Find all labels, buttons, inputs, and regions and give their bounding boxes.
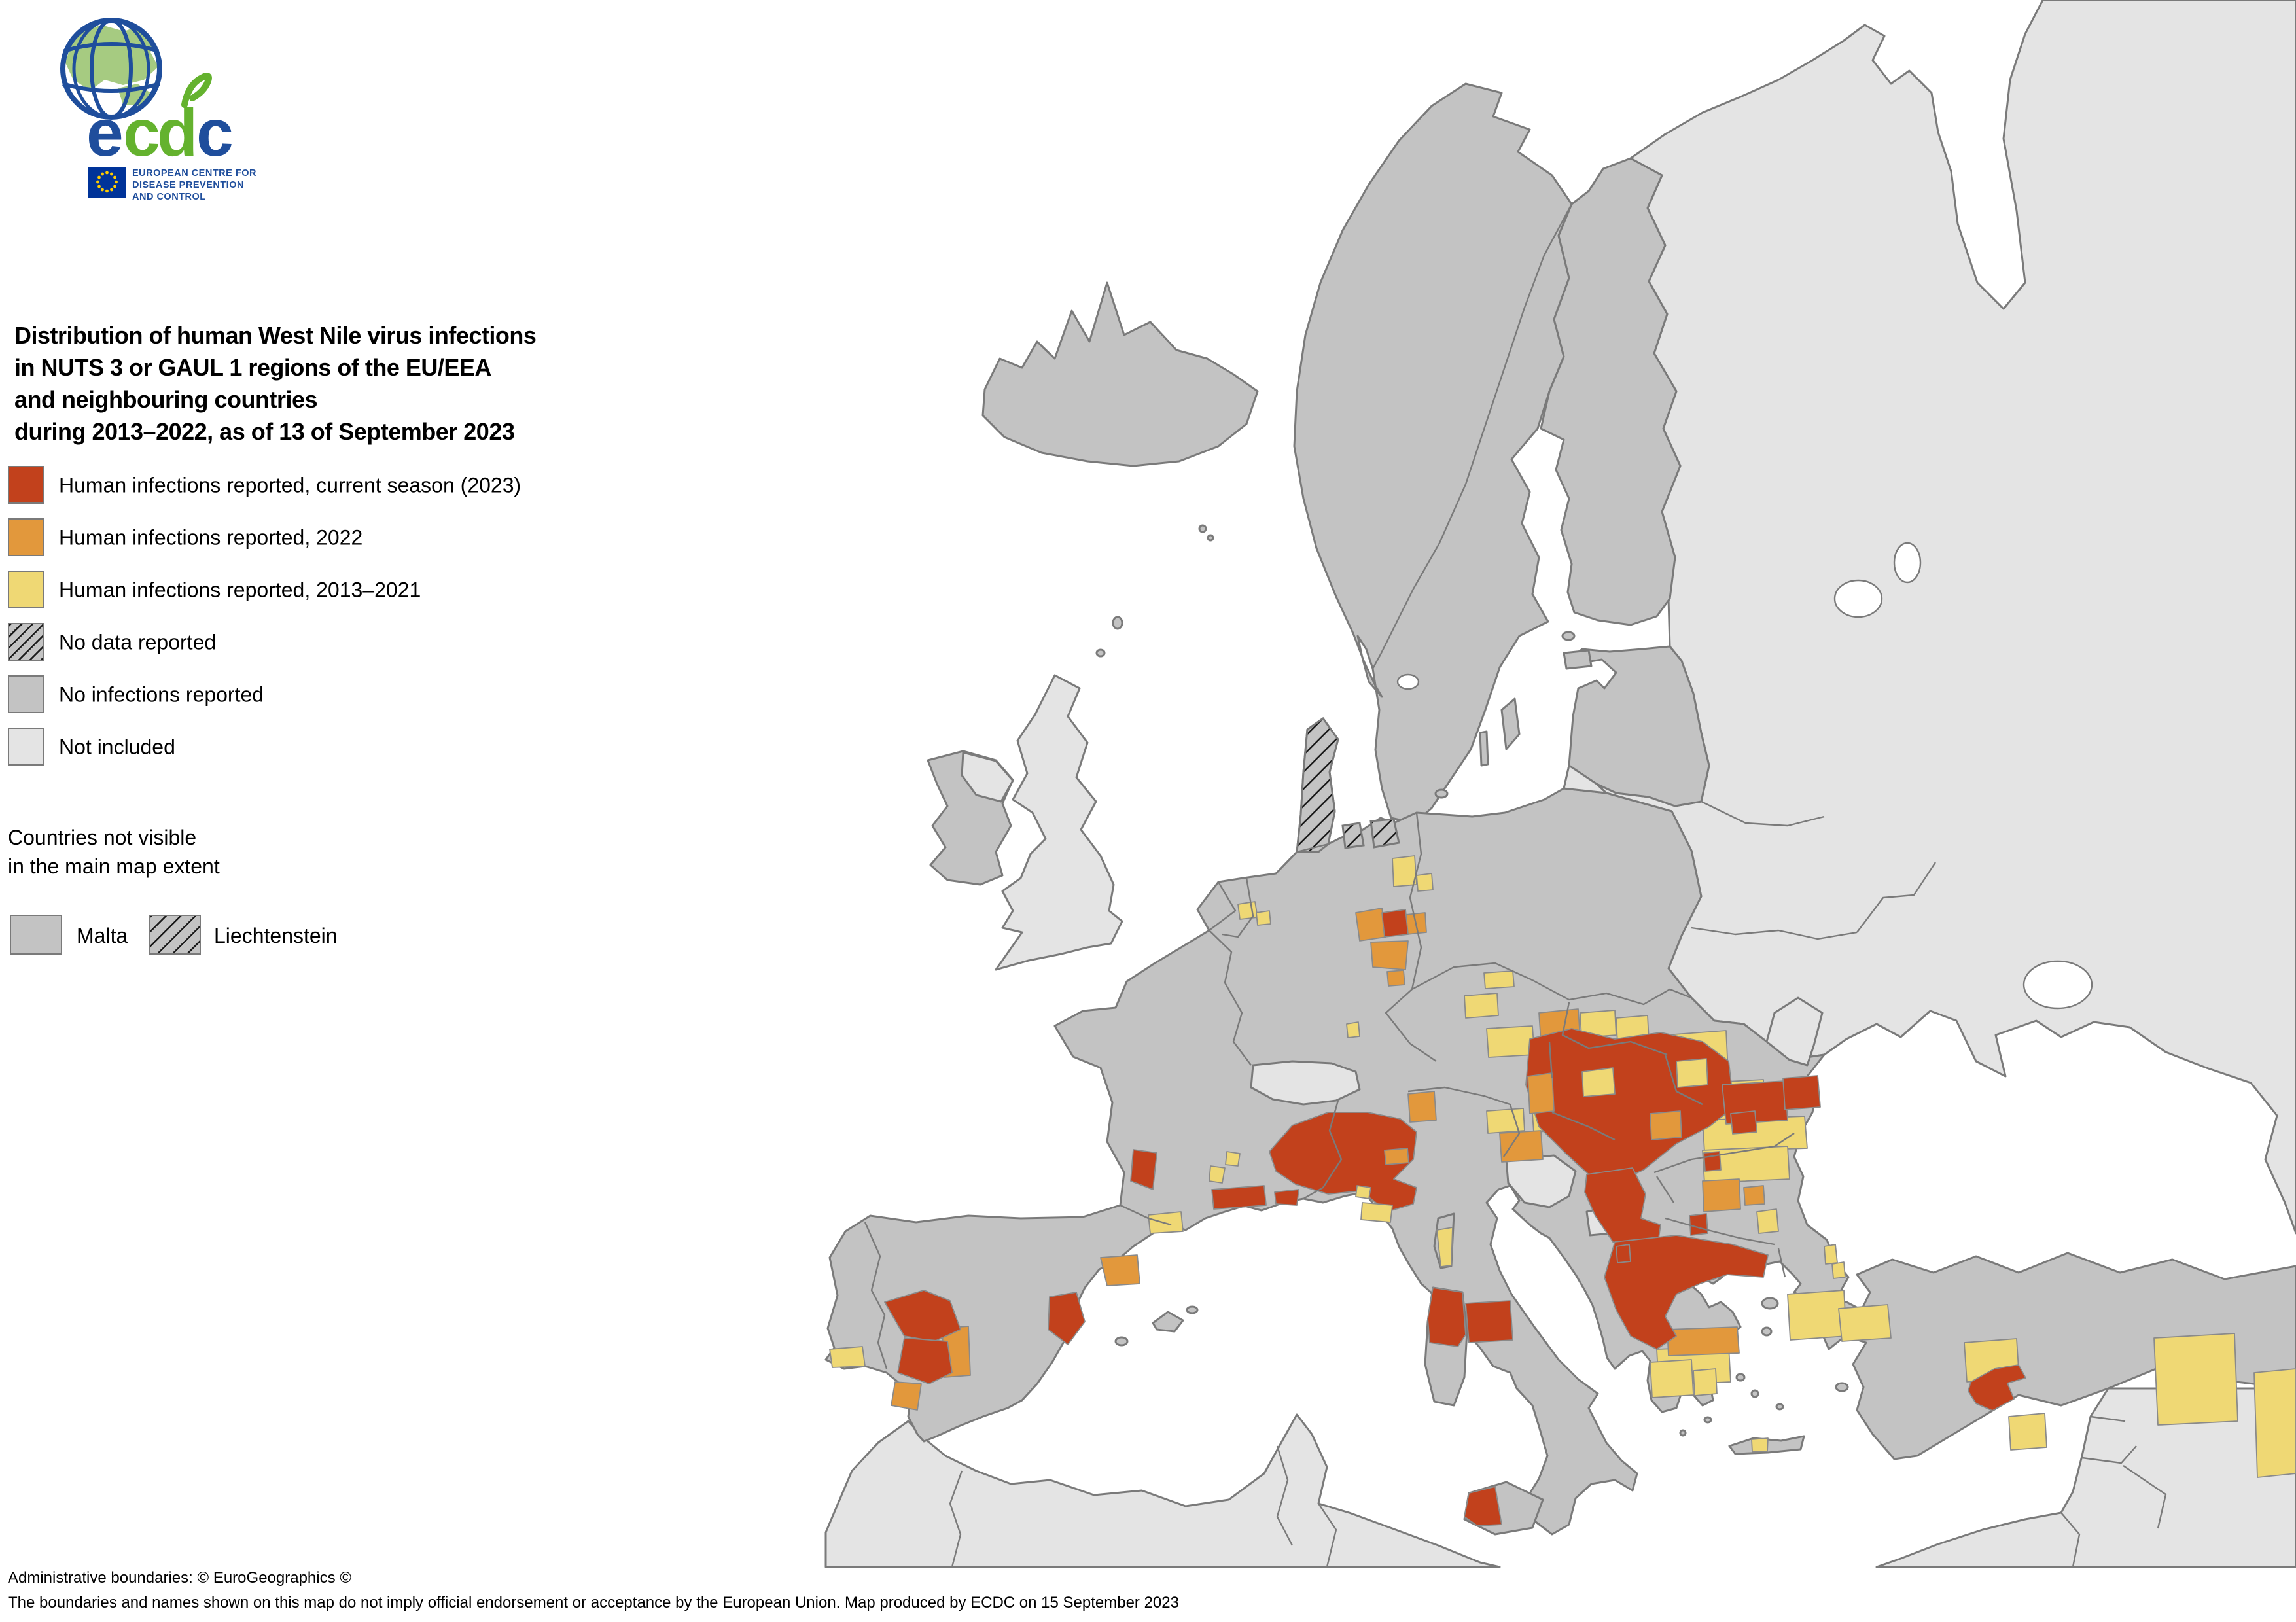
title-line: during 2013–2022, as of 13 of September … — [14, 418, 515, 445]
svg-text:d: d — [157, 96, 196, 170]
ecdc-globe-icon — [60, 18, 162, 120]
svg-text:DISEASE PREVENTION: DISEASE PREVENTION — [132, 180, 244, 190]
countries-not-visible-heading: in the main map extent — [8, 855, 220, 878]
map-title: Distribution of human West Nile virus in… — [14, 319, 537, 448]
title-line: and neighbouring countries — [14, 386, 318, 413]
legend-label: Not included — [59, 735, 175, 759]
liechtenstein-label: Liechtenstein — [214, 924, 338, 947]
map-not-included-overlays — [961, 674, 1824, 1237]
ecdc-logo: e c d c EUROPEAN CENTRE FOR DISEASE PREV… — [60, 18, 256, 202]
footer-attribution: Administrative boundaries: © EuroGeograp… — [8, 1569, 351, 1587]
legend-label: Human infections reported, 2013–2021 — [59, 578, 421, 602]
ecdc-sprout-icon — [181, 73, 212, 108]
malta-label: Malta — [77, 924, 128, 947]
map-region-details — [1355, 1058, 1708, 1223]
legend-label: Human infections reported, current seaso… — [59, 473, 521, 497]
legend-swatch-yellow — [8, 571, 44, 608]
map-regions-2022 — [891, 908, 1765, 1411]
legend-swatch-red — [8, 466, 44, 504]
map-denmark-hatched — [1296, 716, 1400, 853]
countries-not-visible: Countries not visible in the main map ex… — [8, 823, 338, 966]
title-line: in NUTS 3 or GAUL 1 regions of the EU/EE… — [14, 354, 491, 381]
countries-not-visible-heading: Countries not visible — [8, 826, 197, 849]
svg-text:EUROPEAN CENTRE FOR: EUROPEAN CENTRE FOR — [132, 168, 256, 179]
ecdc-wordmark: e c d c — [86, 96, 234, 170]
malta-swatch — [10, 915, 62, 955]
svg-text:c: c — [123, 96, 158, 170]
eu-flag-icon — [88, 167, 126, 198]
legend-label: No data reported — [59, 630, 217, 654]
ecdc-caption: EUROPEAN CENTRE FOR DISEASE PREVENTION A… — [132, 168, 256, 202]
legend-swatch-orange — [8, 518, 44, 556]
svg-text:e: e — [86, 96, 122, 170]
footer-disclaimer: The boundaries and names shown on this m… — [8, 1594, 1179, 1612]
legend-swatch-gray — [8, 675, 44, 713]
map-country-borders — [864, 203, 2167, 1568]
liechtenstein-swatch — [149, 915, 201, 955]
map-lakes — [1396, 542, 2093, 1010]
legend-swatch-hatched — [8, 623, 44, 661]
map-not-included-lands — [824, 0, 2296, 1568]
legend-swatch-light-gray — [8, 728, 44, 766]
svg-text:c: c — [196, 96, 232, 170]
legend-label: No infections reported — [59, 682, 264, 707]
legend-label: Human infections reported, 2022 — [59, 525, 363, 550]
title-line: Distribution of human West Nile virus in… — [14, 322, 537, 349]
svg-text:AND CONTROL: AND CONTROL — [132, 192, 206, 202]
